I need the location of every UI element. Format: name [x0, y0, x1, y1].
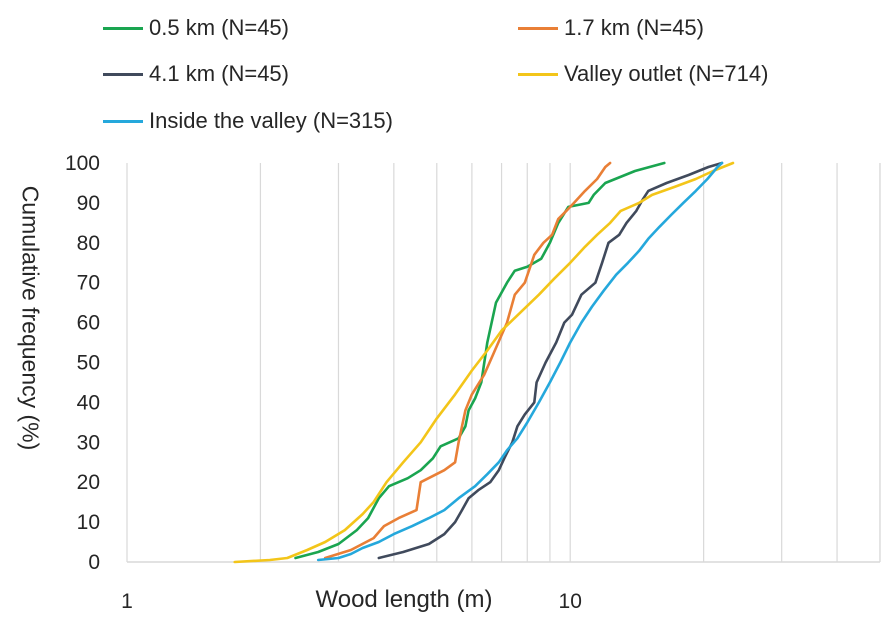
- series-line: [323, 161, 612, 560]
- legend-item: Inside the valley (N=315): [103, 106, 393, 136]
- x-tick-label: 10: [559, 590, 582, 613]
- y-tick-label: 100: [65, 152, 100, 175]
- y-tick-label: 30: [77, 431, 100, 454]
- y-tick-label: 80: [77, 232, 100, 255]
- y-tick-label: 50: [77, 352, 100, 375]
- y-tick-label: 90: [77, 192, 100, 215]
- legend-label: 1.7 km (N=45): [564, 15, 704, 40]
- legend-item: Valley outlet (N=714): [518, 59, 768, 89]
- y-tick-label: 40: [77, 391, 100, 414]
- legend-swatch: [518, 26, 558, 30]
- series-line: [316, 161, 724, 562]
- grid: [126, 163, 881, 563]
- y-tick-label: 20: [77, 471, 100, 494]
- legend-label: Inside the valley (N=315): [149, 108, 393, 133]
- legend: 0.5 km (N=45) 1.7 km (N=45) 4.1 km (N=45) V…: [0, 0, 890, 150]
- x-axis-title: Wood length (m): [315, 586, 493, 613]
- y-tick-label: 60: [77, 312, 100, 335]
- series-line: [233, 161, 735, 564]
- y-tick-labels: 0 10 20 30 40 50 60 70 80 90 100: [65, 152, 100, 574]
- legend-swatch: [103, 119, 143, 123]
- y-tick-label: 10: [77, 511, 100, 534]
- series-line: [294, 161, 666, 560]
- y-tick-label: 70: [77, 272, 100, 295]
- legend-item: 1.7 km (N=45): [518, 13, 704, 43]
- y-tick-label: 0: [88, 551, 100, 574]
- legend-label: 4.1 km (N=45): [149, 61, 289, 86]
- series-lines: [233, 161, 735, 564]
- legend-swatch: [518, 72, 558, 76]
- legend-swatch: [103, 26, 143, 30]
- legend-swatch: [103, 72, 143, 76]
- x-tick-labels: 1 10: [121, 590, 582, 613]
- legend-item: 4.1 km (N=45): [103, 59, 289, 89]
- legend-label: Valley outlet (N=714): [564, 61, 769, 86]
- legend-item: 0.5 km (N=45): [103, 13, 289, 43]
- x-tick-label: 1: [121, 590, 133, 613]
- y-axis-title: Cumulative frequency (%): [17, 185, 44, 451]
- legend-label: 0.5 km (N=45): [149, 15, 289, 40]
